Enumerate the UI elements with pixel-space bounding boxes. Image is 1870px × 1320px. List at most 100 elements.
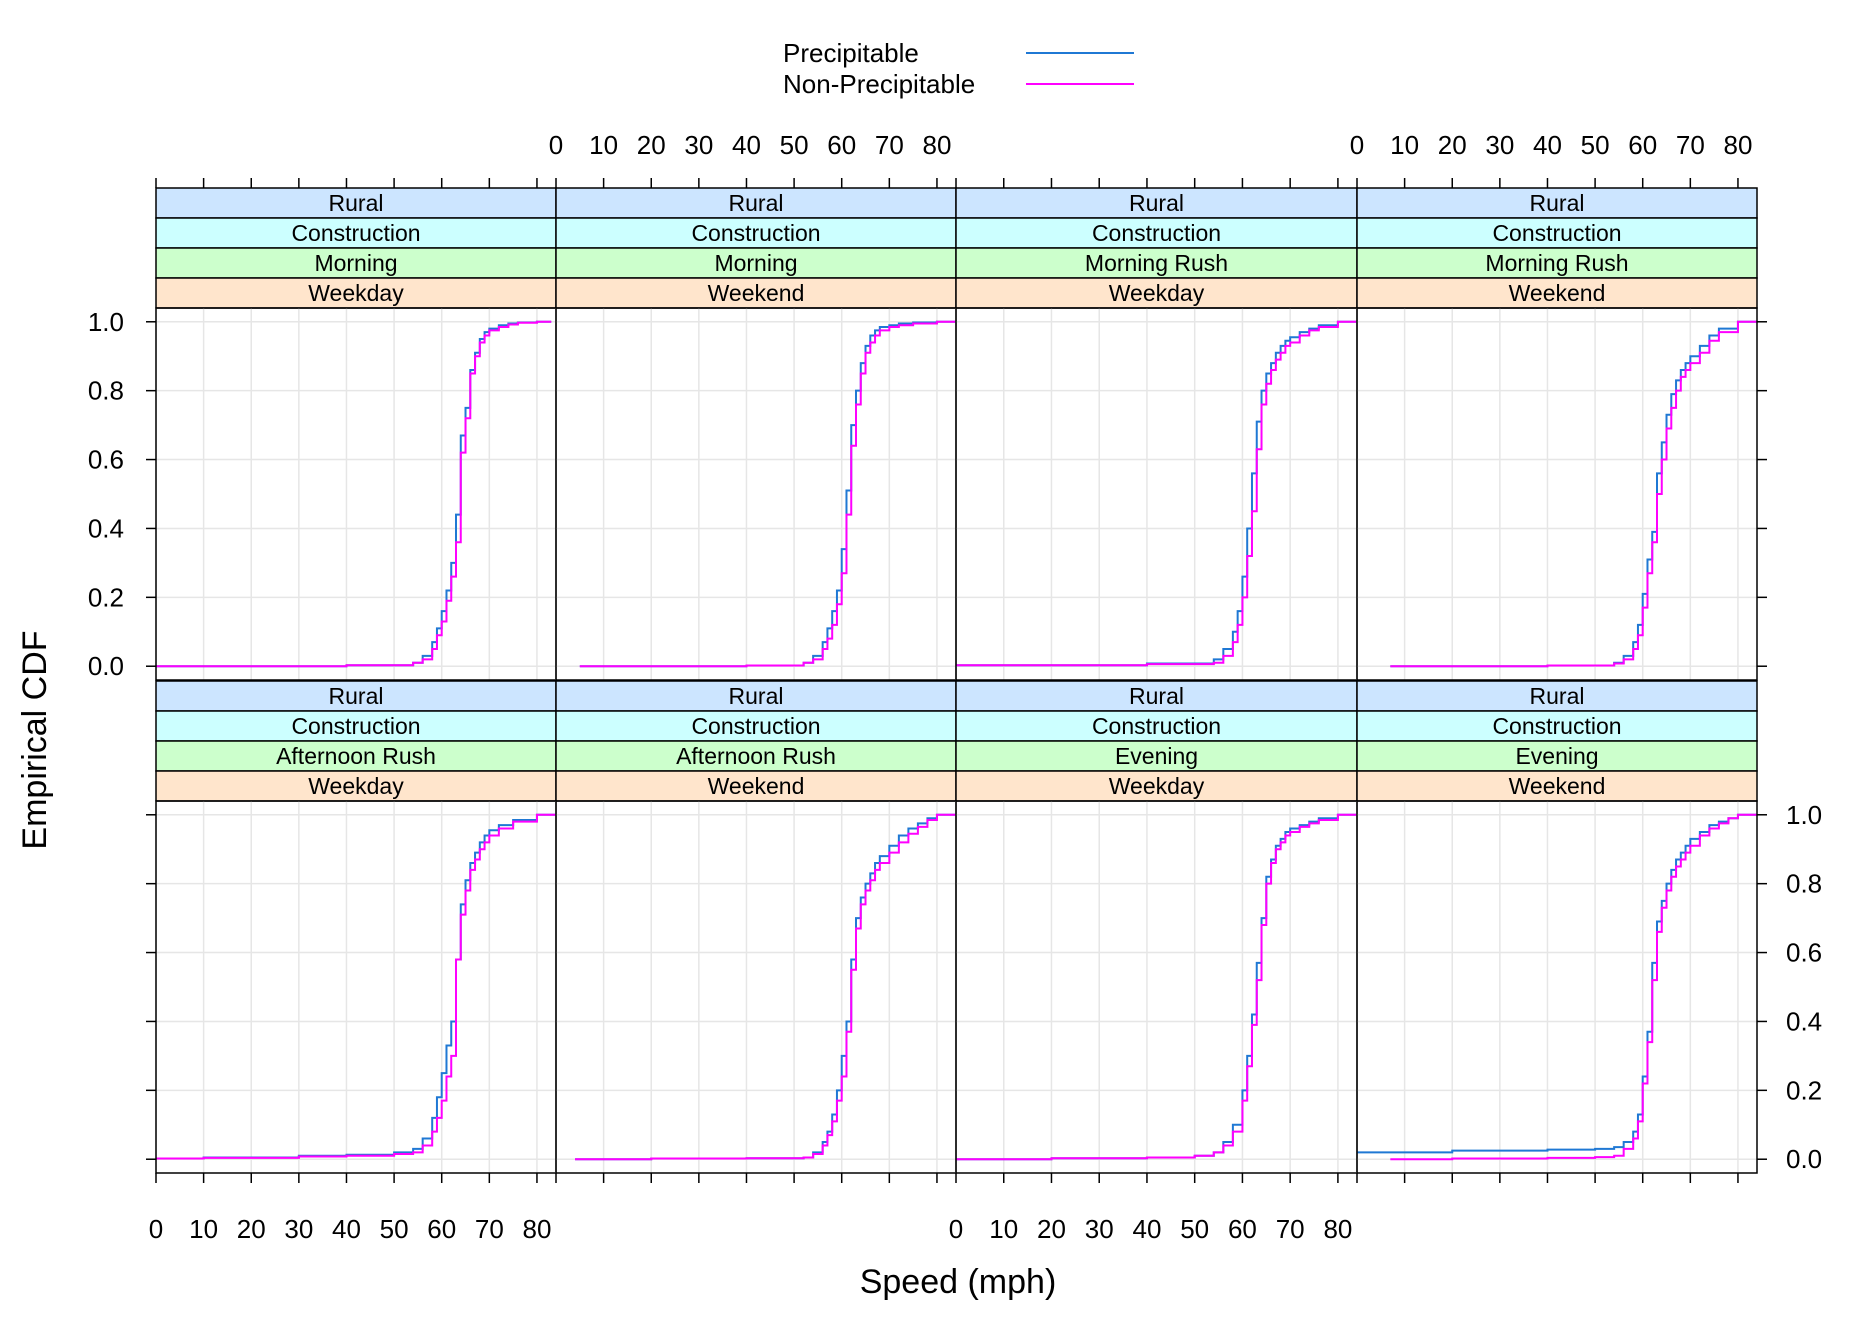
strip-label-2: Construction bbox=[691, 220, 820, 246]
strip-label-4: Weekday bbox=[1109, 773, 1205, 799]
panel-4: Rural Construction Morning Rush Weekend bbox=[1356, 187, 1758, 681]
y-tick-label-left: 0.4 bbox=[88, 513, 124, 543]
x-tick-label-bottom: 20 bbox=[1037, 1214, 1066, 1244]
x-tick-label-bottom: 70 bbox=[475, 1214, 504, 1244]
y-tick-label-left: 0.2 bbox=[88, 582, 124, 612]
strip-label-2: Construction bbox=[1492, 713, 1621, 739]
strip-label-3: Morning bbox=[714, 250, 797, 276]
strip-label-1: Rural bbox=[729, 190, 784, 216]
strip-2 bbox=[955, 217, 1358, 249]
strip-4 bbox=[555, 770, 957, 802]
x-tick-label-top: 50 bbox=[1581, 130, 1610, 160]
strip-label-3: Evening bbox=[1115, 743, 1198, 769]
series-precipitable-line bbox=[156, 320, 552, 668]
strip-3 bbox=[1356, 740, 1758, 772]
strip-label-1: Rural bbox=[729, 683, 784, 709]
gridlines bbox=[955, 308, 1357, 680]
x-tick-label-bottom: 70 bbox=[1276, 1214, 1305, 1244]
panel-frame bbox=[155, 800, 557, 1174]
series-non-precipitable-line bbox=[956, 320, 1357, 667]
strip-label-4: Weekend bbox=[708, 773, 805, 799]
series-non-precipitable-line bbox=[1390, 320, 1757, 668]
x-tick-label-top: 70 bbox=[875, 130, 904, 160]
strip-label-4: Weekend bbox=[1509, 280, 1606, 306]
gridlines bbox=[555, 801, 956, 1173]
series-non-precipitable-line bbox=[579, 320, 956, 668]
strip-3 bbox=[955, 247, 1358, 279]
x-tick-label-top: 0 bbox=[1350, 130, 1364, 160]
x-tick-label-top: 40 bbox=[732, 130, 761, 160]
strip-label-4: Weekend bbox=[708, 280, 805, 306]
x-tick-label-bottom: 80 bbox=[522, 1214, 551, 1244]
strip-label-4: Weekend bbox=[1509, 773, 1606, 799]
y-tick-label-right: 1.0 bbox=[1786, 800, 1822, 830]
strip-label-2: Construction bbox=[291, 713, 420, 739]
strip-label-3: Morning Rush bbox=[1485, 250, 1628, 276]
strip-label-3: Evening bbox=[1515, 743, 1598, 769]
panel-8: Rural Construction Evening Weekend bbox=[1356, 680, 1758, 1174]
strip-label-3: Morning bbox=[314, 250, 397, 276]
y-axis-title: Empirical CDF bbox=[16, 630, 54, 849]
x-tick-label-top: 0 bbox=[549, 130, 563, 160]
strip-label-3: Afternoon Rush bbox=[676, 743, 836, 769]
panel-5: Rural Construction Afternoon Rush Weekday bbox=[155, 680, 557, 1174]
x-tick-label-top: 30 bbox=[684, 130, 713, 160]
strip-label-3: Morning Rush bbox=[1085, 250, 1228, 276]
strip-4 bbox=[1356, 770, 1758, 802]
strip-4 bbox=[155, 277, 557, 309]
x-tick-label-bottom: 30 bbox=[284, 1214, 313, 1244]
series-precipitable-line bbox=[956, 813, 1357, 1161]
x-tick-label-bottom: 30 bbox=[1085, 1214, 1114, 1244]
x-tick-label-top: 30 bbox=[1485, 130, 1514, 160]
x-tick-label-top: 20 bbox=[1438, 130, 1467, 160]
x-axis-title: Speed (mph) bbox=[860, 1263, 1057, 1301]
y-axes: 0.0 0.0 0.2 0.2 0.4 0.4 0.6 0.6 0.8 0.8 1.0 1.0 bbox=[88, 307, 1822, 1174]
x-tick-label-bottom: 0 bbox=[149, 1214, 163, 1244]
bottom-x-axes: 0 10 20 30 40 50 60 70 80 0 10 20 30 40 50 60 70 80 bbox=[149, 1173, 1739, 1244]
panel-7: Rural Construction Evening Weekday bbox=[955, 680, 1358, 1174]
x-tick-label-bottom: 0 bbox=[949, 1214, 963, 1244]
strip-label-2: Construction bbox=[1092, 713, 1221, 739]
series-precipitable-line bbox=[575, 813, 956, 1161]
strip-label-2: Construction bbox=[1492, 220, 1621, 246]
x-tick-label-bottom: 10 bbox=[189, 1214, 218, 1244]
panel-frame bbox=[1356, 800, 1758, 1174]
strip-3 bbox=[555, 247, 957, 279]
strip-label-1: Rural bbox=[1530, 683, 1585, 709]
strip-label-4: Weekday bbox=[308, 773, 404, 799]
series-non-precipitable-line bbox=[156, 813, 556, 1160]
y-tick-label-right: 0.2 bbox=[1786, 1075, 1822, 1105]
series-non-precipitable-line bbox=[1390, 813, 1757, 1161]
series-precipitable-line bbox=[1390, 320, 1757, 668]
strip-1 bbox=[1356, 187, 1758, 219]
y-tick-label-right: 0.8 bbox=[1786, 869, 1822, 899]
gridlines bbox=[955, 801, 1357, 1173]
panel-6: Rural Construction Afternoon Rush Weekend bbox=[555, 680, 957, 1174]
strip-label-1: Rural bbox=[1530, 190, 1585, 216]
y-tick-label-right: 0.6 bbox=[1786, 938, 1822, 968]
x-tick-label-bottom: 60 bbox=[1228, 1214, 1257, 1244]
top-x-axes: 0 10 20 30 40 50 60 70 80 0 10 20 30 40 50 60 70 80 bbox=[155, 130, 1752, 188]
x-tick-label-bottom: 60 bbox=[427, 1214, 456, 1244]
x-tick-label-bottom: 20 bbox=[237, 1214, 266, 1244]
strip-label-2: Construction bbox=[1092, 220, 1221, 246]
panel-frame bbox=[1356, 307, 1758, 681]
strip-1 bbox=[955, 187, 1358, 219]
strip-3 bbox=[155, 247, 557, 279]
panel-3: Rural Construction Morning Rush Weekday bbox=[955, 187, 1358, 681]
strip-1 bbox=[955, 680, 1358, 712]
strip-3 bbox=[955, 740, 1358, 772]
panel-frame bbox=[955, 800, 1358, 1174]
x-tick-label-top: 80 bbox=[1723, 130, 1752, 160]
panels: Rural Construction Morning Weekday Rural Cons… bbox=[155, 187, 1758, 1174]
x-tick-label-top: 70 bbox=[1676, 130, 1705, 160]
series-non-precipitable-line bbox=[156, 320, 552, 668]
x-tick-label-top: 10 bbox=[589, 130, 618, 160]
x-tick-label-top: 50 bbox=[780, 130, 809, 160]
panel-frame bbox=[155, 307, 557, 681]
x-tick-label-bottom: 10 bbox=[989, 1214, 1018, 1244]
series-precipitable-line bbox=[1357, 813, 1757, 1154]
legend-label-1: Non-Precipitable bbox=[783, 69, 975, 99]
series-non-precipitable-line bbox=[575, 813, 956, 1161]
